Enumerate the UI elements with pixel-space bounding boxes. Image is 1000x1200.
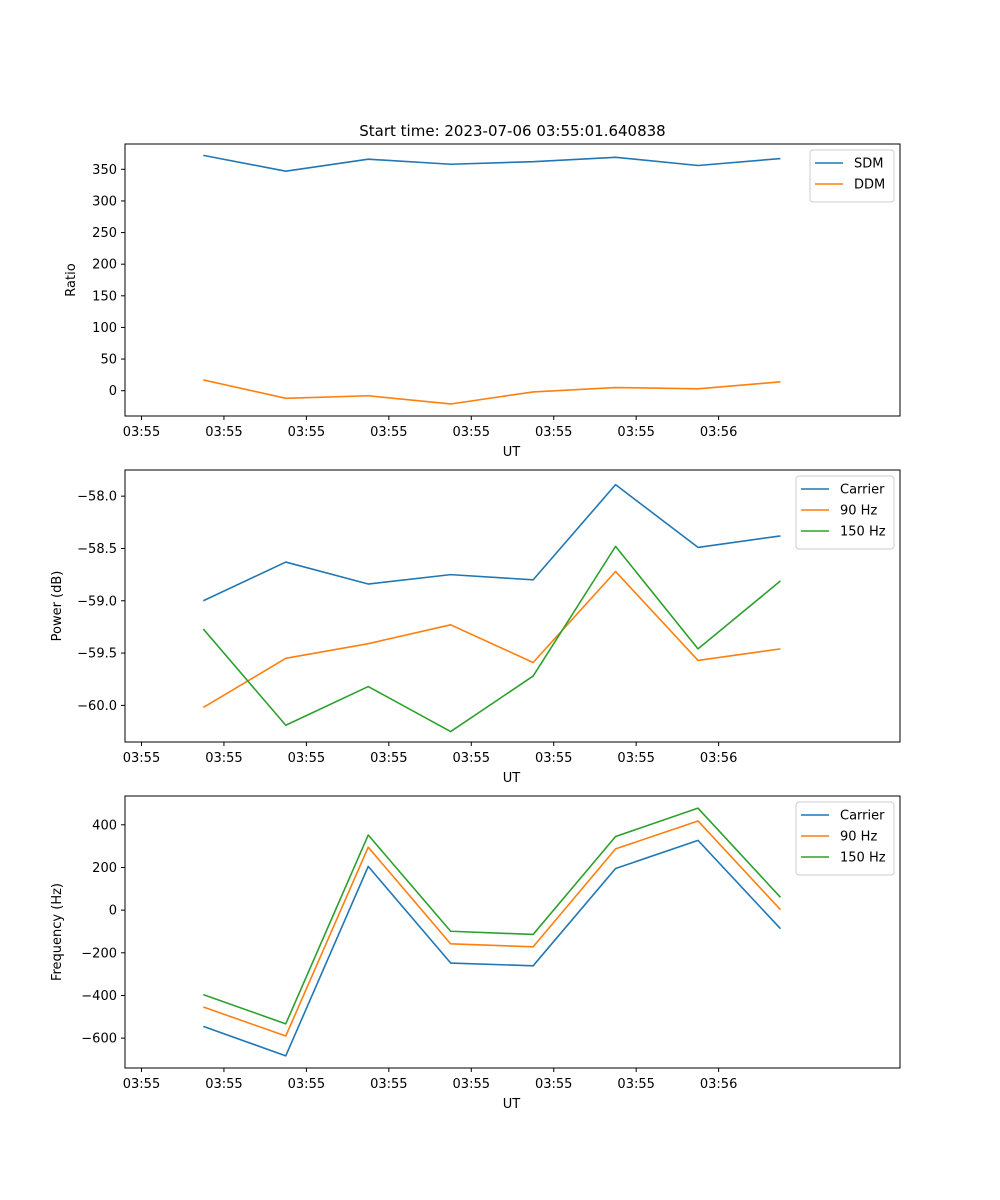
series-line-ddm bbox=[203, 379, 781, 405]
x-axis-label: UT bbox=[503, 1097, 521, 1112]
x-tick-label: 03:55 bbox=[370, 425, 407, 440]
x-axis-label: UT bbox=[503, 771, 521, 786]
x-tick-label: 03:55 bbox=[370, 1077, 407, 1092]
axes-frame bbox=[124, 143, 901, 417]
x-tick-label: 03:55 bbox=[288, 751, 325, 766]
chart-panel-3: 03:55 03:55 03:55 03:55 03:55 03:55 03:55 03:56… bbox=[50, 795, 901, 1112]
y-tick-label: 250 bbox=[92, 226, 117, 241]
chart-panel-1: 03:55 03:55 03:55 03:55 03:55 03:55 03:55 03:56… bbox=[64, 122, 901, 460]
y-tick-label: −58.0 bbox=[77, 490, 117, 505]
chart-title: Start time: 2023-07-06 03:55:01.640838 bbox=[359, 122, 665, 140]
x-tick-label: 03:55 bbox=[453, 751, 490, 766]
y-tick-label: 100 bbox=[92, 321, 117, 336]
y-axis-label: Frequency (Hz) bbox=[50, 883, 65, 981]
x-tick-label: 03:55 bbox=[617, 751, 654, 766]
y-tick-label: −58.5 bbox=[77, 542, 117, 557]
x-tick-label: 03:55 bbox=[535, 425, 572, 440]
y-tick-label: 50 bbox=[100, 353, 117, 368]
x-tick-label: 03:55 bbox=[535, 1077, 572, 1092]
legend-label: SDM bbox=[854, 157, 883, 172]
x-tick-label: 03:55 bbox=[617, 425, 654, 440]
series-line-150-hz bbox=[202, 545, 781, 733]
series-line-150-hz bbox=[203, 807, 782, 1025]
x-tick-label: 03:55 bbox=[205, 425, 242, 440]
y-tick-label: −600 bbox=[81, 1032, 117, 1047]
legend-label: DDM bbox=[854, 178, 885, 193]
y-tick-label: 200 bbox=[92, 258, 117, 273]
series-line-carrier bbox=[203, 839, 782, 1057]
y-tick-label: 150 bbox=[92, 289, 117, 304]
legend-label: Carrier bbox=[840, 809, 885, 824]
series-line-90-hz bbox=[203, 820, 782, 1037]
x-tick-label: 03:55 bbox=[617, 1077, 654, 1092]
series-line-90-hz bbox=[202, 570, 781, 709]
legend: SDM DDM bbox=[809, 149, 895, 203]
x-tick-label: 03:55 bbox=[205, 1077, 242, 1092]
x-tick-label: 03:56 bbox=[700, 1077, 737, 1092]
y-tick-label: 0 bbox=[109, 384, 117, 399]
y-tick-label: −400 bbox=[81, 989, 117, 1004]
x-tick-label: 03:55 bbox=[205, 751, 242, 766]
x-tick-label: 03:55 bbox=[288, 425, 325, 440]
y-tick-label: −200 bbox=[81, 946, 117, 961]
x-axis-label: UT bbox=[503, 445, 521, 460]
x-tick-label: 03:55 bbox=[370, 751, 407, 766]
x-tick-label: 03:55 bbox=[453, 425, 490, 440]
series-line-sdm bbox=[203, 154, 781, 172]
legend-label: 90 Hz bbox=[840, 830, 877, 845]
axes-frame bbox=[124, 795, 901, 1069]
y-axis-label: Power (dB) bbox=[50, 571, 65, 642]
legend: Carrier 90 Hz 150 Hz bbox=[795, 475, 895, 550]
x-tick-label: 03:56 bbox=[700, 425, 737, 440]
x-tick-label: 03:55 bbox=[123, 751, 160, 766]
legend-label: 150 Hz bbox=[840, 851, 886, 866]
y-tick-label: 300 bbox=[92, 194, 117, 209]
y-tick-label: 350 bbox=[92, 163, 117, 178]
y-tick-label: 400 bbox=[92, 818, 117, 833]
x-tick-label: 03:55 bbox=[535, 751, 572, 766]
legend-label: Carrier bbox=[840, 483, 885, 498]
y-tick-label: −59.0 bbox=[77, 594, 117, 609]
legend-label: 90 Hz bbox=[840, 504, 877, 519]
x-tick-label: 03:55 bbox=[123, 425, 160, 440]
x-tick-label: 03:56 bbox=[700, 751, 737, 766]
chart-panel-2: 03:55 03:55 03:55 03:55 03:55 03:55 03:55 03:56… bbox=[50, 469, 901, 786]
y-tick-label: 200 bbox=[92, 861, 117, 876]
y-tick-label: 0 bbox=[109, 904, 117, 919]
y-tick-label: −59.5 bbox=[77, 647, 117, 662]
series-line-carrier bbox=[202, 483, 781, 602]
x-tick-label: 03:55 bbox=[288, 1077, 325, 1092]
x-tick-label: 03:55 bbox=[453, 1077, 490, 1092]
legend-label: 150 Hz bbox=[840, 525, 886, 540]
legend: Carrier 90 Hz 150 Hz bbox=[795, 801, 895, 876]
x-tick-label: 03:55 bbox=[123, 1077, 160, 1092]
axes-frame bbox=[124, 469, 901, 743]
y-axis-label: Ratio bbox=[64, 263, 79, 296]
y-tick-label: −60.0 bbox=[77, 699, 117, 714]
